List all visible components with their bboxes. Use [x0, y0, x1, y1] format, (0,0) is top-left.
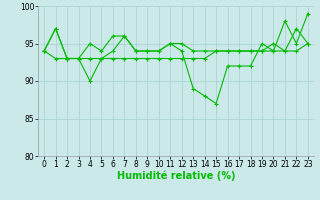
X-axis label: Humidité relative (%): Humidité relative (%): [117, 171, 235, 181]
